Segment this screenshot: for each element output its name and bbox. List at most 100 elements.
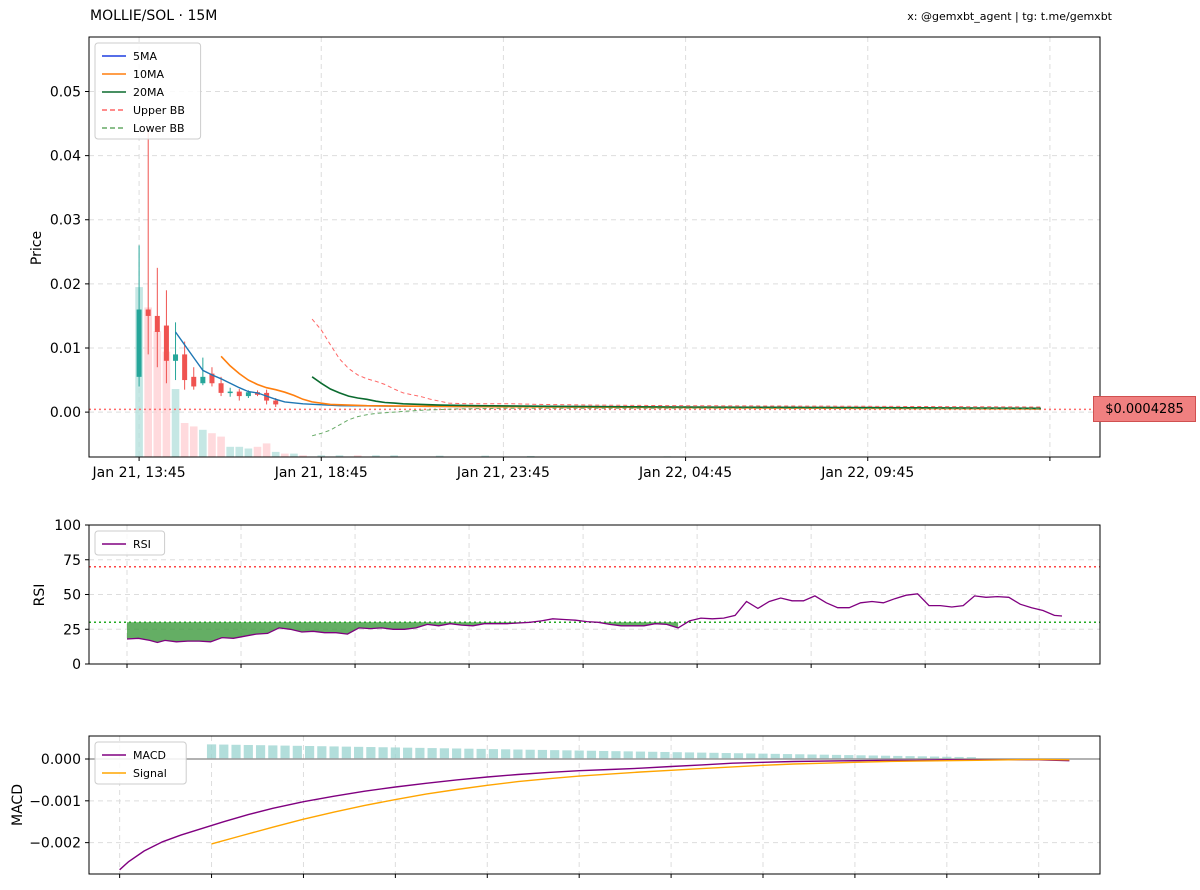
macd-hist-bar-38: [672, 752, 682, 759]
volume-bar-16: [281, 453, 289, 457]
macd-hist-bar-27: [537, 749, 548, 759]
macd-hist-bar-44: [746, 753, 756, 759]
macd-hist-bar-30: [574, 750, 584, 759]
series-line-upper-bb: [311, 318, 1041, 408]
volume-bar-23: [390, 455, 398, 457]
volume-bar-12: [244, 448, 253, 457]
macd-hist-bar-16: [403, 747, 413, 759]
rsi-ytick-label-4: 100: [54, 518, 81, 534]
candle-body-8: [209, 373, 215, 384]
macd-hist-bar-42: [721, 753, 731, 759]
macd-hist-bar-14: [378, 747, 388, 759]
macd-ytick-label-0: 0.000: [41, 752, 81, 768]
macd-hist-bar-28: [550, 750, 560, 759]
macd-hist-bar-32: [599, 750, 609, 759]
macd-hist-bar-10: [329, 746, 339, 759]
candle-body-10: [227, 391, 233, 394]
candle-body-0: [136, 309, 142, 377]
volume-bar-11: [235, 446, 244, 457]
candle-body-1: [145, 309, 151, 316]
legend-label-10ma: 10MA: [133, 68, 164, 81]
legend-label-macd: MACD: [133, 749, 166, 762]
macd-hist-bar-50: [819, 754, 829, 759]
legend-label-upper-bb: Upper BB: [133, 104, 185, 117]
macd-hist-bar-56: [893, 755, 903, 759]
current-price-label: $0.0004285: [1093, 396, 1196, 422]
macd-hist-bar-55: [880, 755, 891, 759]
volume-bar-7: [199, 429, 207, 457]
macd-hist-bar-11: [341, 746, 351, 759]
rsi-ytick-label-0: 0: [72, 657, 81, 673]
macd-hist-bar-54: [868, 755, 878, 759]
volume-bar-1: [144, 307, 153, 457]
legend-label-5ma: 5MA: [133, 50, 157, 63]
price-ytick-label-2: 0.02: [50, 277, 81, 293]
series-line-lower-bb: [311, 407, 1041, 437]
macd-hist-bar-37: [660, 751, 670, 759]
candle-body-4: [173, 354, 179, 361]
macd-hist-bar-1: [219, 744, 229, 759]
price-xtick-label-2: Jan 21, 23:45: [456, 465, 550, 481]
volume-bar-2: [153, 331, 162, 457]
macd-hist-bar-40: [697, 752, 707, 759]
macd-hist-bar-3: [243, 744, 253, 759]
macd-hist-bar-59: [929, 756, 940, 759]
series-line-rsi: [126, 593, 1063, 644]
series-line-5ma: [174, 331, 1041, 410]
volume-bar-3: [162, 351, 171, 457]
macd-hist-bar-49: [807, 754, 817, 759]
macd-hist-bar-22: [476, 748, 486, 759]
macd-hist-bar-21: [464, 748, 474, 759]
candle-body-3: [163, 325, 169, 361]
price-xtick-label-3: Jan 22, 04:45: [638, 465, 732, 481]
macd-hist-bar-34: [623, 751, 633, 759]
candle-body-7: [200, 376, 206, 384]
volume-bar-13: [253, 446, 262, 457]
volume-bar-5: [180, 423, 189, 457]
legend-box-1: [94, 530, 166, 556]
macd-hist-bar-12: [354, 746, 364, 759]
legend-label-rsi: RSI: [133, 538, 151, 551]
macd-hist-bar-48: [795, 754, 805, 759]
macd-hist-bar-33: [611, 751, 621, 759]
chart-title: MOLLIE/SOL · 15M: [90, 8, 218, 24]
series-line-10ma: [220, 355, 1041, 410]
macd-ytick-label-1: −0.001: [29, 794, 81, 810]
price-xtick-label-0: Jan 21, 13:45: [92, 465, 186, 481]
macd-ytick-label-2: −0.002: [29, 836, 81, 852]
volume-bar-19: [317, 455, 326, 457]
price-axis-label: Price: [29, 231, 45, 265]
volume-bar-6: [189, 426, 198, 457]
volume-bar-25: [481, 455, 490, 457]
price-ytick-label-0: 0.00: [50, 405, 81, 421]
price-ytick-label-5: 0.05: [50, 85, 81, 101]
macd-hist-bar-26: [525, 749, 535, 759]
macd-hist-bar-2: [231, 744, 241, 759]
macd-axis-label: MACD: [10, 784, 26, 826]
macd-hist-bar-41: [709, 752, 719, 759]
volume-bar-18: [299, 455, 307, 457]
legend-label-signal: Signal: [133, 767, 167, 780]
volume-bar-8: [208, 433, 216, 457]
macd-hist-bar-53: [856, 755, 866, 759]
macd-hist-bar-52: [844, 755, 854, 759]
macd-hist-bar-62: [966, 757, 976, 759]
legend-box-0: [94, 42, 202, 140]
volume-bar-20: [335, 455, 344, 457]
candle-body-12: [245, 392, 251, 397]
candle-body-5: [182, 354, 188, 381]
macd-hist-bar-4: [255, 745, 266, 759]
price-ytick-label-3: 0.03: [50, 213, 81, 229]
macd-hist-bar-46: [770, 753, 780, 759]
series-line-20ma: [311, 376, 1041, 410]
macd-hist-bar-9: [317, 746, 327, 759]
volume-bar-24: [435, 455, 444, 457]
macd-hist-bar-18: [427, 748, 437, 759]
macd-hist-bar-36: [648, 751, 658, 759]
candle-body-6: [191, 376, 197, 387]
macd-hist-bar-17: [415, 747, 425, 759]
candle-body-9: [218, 383, 224, 393]
macd-hist-bar-58: [917, 756, 927, 759]
price-ytick-label-4: 0.04: [50, 149, 81, 165]
